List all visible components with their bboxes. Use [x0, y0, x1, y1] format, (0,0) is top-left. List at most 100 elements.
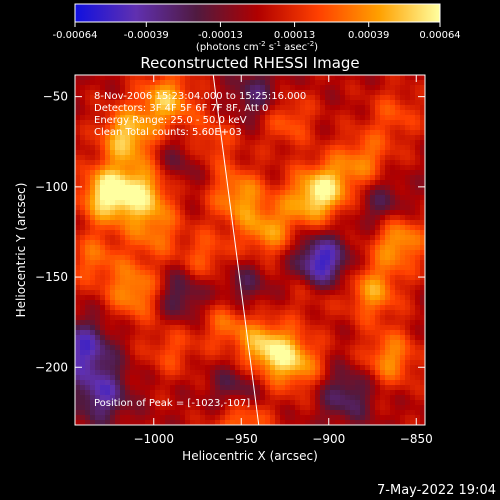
heatmap-cell	[145, 260, 151, 266]
heatmap-cell	[385, 270, 391, 276]
heatmap-cell	[165, 385, 171, 391]
heatmap-cell	[175, 115, 181, 121]
heatmap-cell	[405, 420, 411, 425]
heatmap-cell	[80, 265, 86, 271]
heatmap-cell	[340, 330, 346, 336]
heatmap-cell	[200, 370, 206, 376]
heatmap-cell	[405, 130, 411, 136]
heatmap-cell	[220, 405, 226, 411]
heatmap-cell	[405, 200, 411, 206]
heatmap-cell	[340, 305, 346, 311]
heatmap-cell	[325, 345, 331, 351]
heatmap-cell	[175, 195, 181, 201]
heatmap-cell	[340, 420, 346, 425]
heatmap-cell	[245, 210, 251, 216]
heatmap-cell	[95, 355, 101, 361]
heatmap-cell	[355, 80, 361, 86]
heatmap-cell	[160, 340, 166, 346]
heatmap-cell	[160, 325, 166, 331]
heatmap-cell	[220, 375, 226, 381]
heatmap-cell	[165, 85, 171, 91]
heatmap-cell	[110, 185, 116, 191]
heatmap-cell	[200, 190, 206, 196]
heatmap-cell	[130, 120, 136, 126]
heatmap-cell	[140, 300, 146, 306]
heatmap-cell	[345, 330, 351, 336]
heatmap-cell	[340, 415, 346, 421]
heatmap-cell	[420, 395, 425, 401]
heatmap-cell	[175, 385, 181, 391]
heatmap-cell	[295, 320, 301, 326]
heatmap-cell	[320, 340, 326, 346]
heatmap-cell	[325, 205, 331, 211]
heatmap-cell	[365, 230, 371, 236]
heatmap-cell	[185, 150, 191, 156]
heatmap-cell	[105, 285, 111, 291]
heatmap-cell	[125, 190, 131, 196]
heatmap-cell	[345, 125, 351, 131]
heatmap-cell	[90, 315, 96, 321]
heatmap-cell	[385, 350, 391, 356]
heatmap-cell	[75, 80, 81, 86]
heatmap-cell	[115, 215, 121, 221]
heatmap-cell	[190, 315, 196, 321]
heatmap-cell	[300, 335, 306, 341]
heatmap-cell	[230, 390, 236, 396]
heatmap-cell	[210, 125, 216, 131]
heatmap-cell	[110, 285, 116, 291]
heatmap-cell	[345, 120, 351, 126]
heatmap-cell	[365, 265, 371, 271]
heatmap-cell	[285, 330, 291, 336]
heatmap-cell	[270, 295, 276, 301]
heatmap-cell	[295, 80, 301, 86]
heatmap-cell	[340, 220, 346, 226]
heatmap-cell	[355, 260, 361, 266]
heatmap-cell	[260, 145, 266, 151]
heatmap-cell	[100, 335, 106, 341]
heatmap-cell	[240, 265, 246, 271]
heatmap-cell	[250, 380, 256, 386]
heatmap-cell	[390, 140, 396, 146]
heatmap-cell	[270, 130, 276, 136]
heatmap-cell	[315, 165, 321, 171]
heatmap-cell	[250, 230, 256, 236]
heatmap-cell	[235, 215, 241, 221]
heatmap-cell	[150, 75, 156, 81]
heatmap-cell	[190, 155, 196, 161]
heatmap-cell	[380, 260, 386, 266]
heatmap-cell	[90, 380, 96, 386]
heatmap-cell	[285, 420, 291, 425]
heatmap-cell	[385, 90, 391, 96]
heatmap-cell	[345, 200, 351, 206]
heatmap-cell	[220, 415, 226, 421]
heatmap-cell	[130, 360, 136, 366]
heatmap-cell	[305, 235, 311, 241]
heatmap-cell	[170, 230, 176, 236]
heatmap-cell	[215, 345, 221, 351]
heatmap-cell	[255, 285, 261, 291]
heatmap-cell	[330, 380, 336, 386]
heatmap-cell	[100, 270, 106, 276]
heatmap-cell	[225, 115, 231, 121]
heatmap-cell	[180, 175, 186, 181]
heatmap-cell	[385, 140, 391, 146]
heatmap-cell	[300, 405, 306, 411]
heatmap-cell	[270, 415, 276, 421]
heatmap-cell	[350, 80, 356, 86]
heatmap-cell	[375, 160, 381, 166]
heatmap-cell	[400, 245, 406, 251]
heatmap-cell	[255, 245, 261, 251]
heatmap-cell	[375, 315, 381, 321]
heatmap-cell	[260, 380, 266, 386]
heatmap-cell	[380, 275, 386, 281]
heatmap-cell	[295, 405, 301, 411]
heatmap-cell	[105, 95, 111, 101]
heatmap-cell	[110, 380, 116, 386]
heatmap-cell	[235, 320, 241, 326]
heatmap-cell	[280, 285, 286, 291]
heatmap-cell	[245, 110, 251, 116]
heatmap-cell	[335, 115, 341, 121]
heatmap-cell	[95, 255, 101, 261]
heatmap-cell	[140, 415, 146, 421]
heatmap-cell	[380, 330, 386, 336]
